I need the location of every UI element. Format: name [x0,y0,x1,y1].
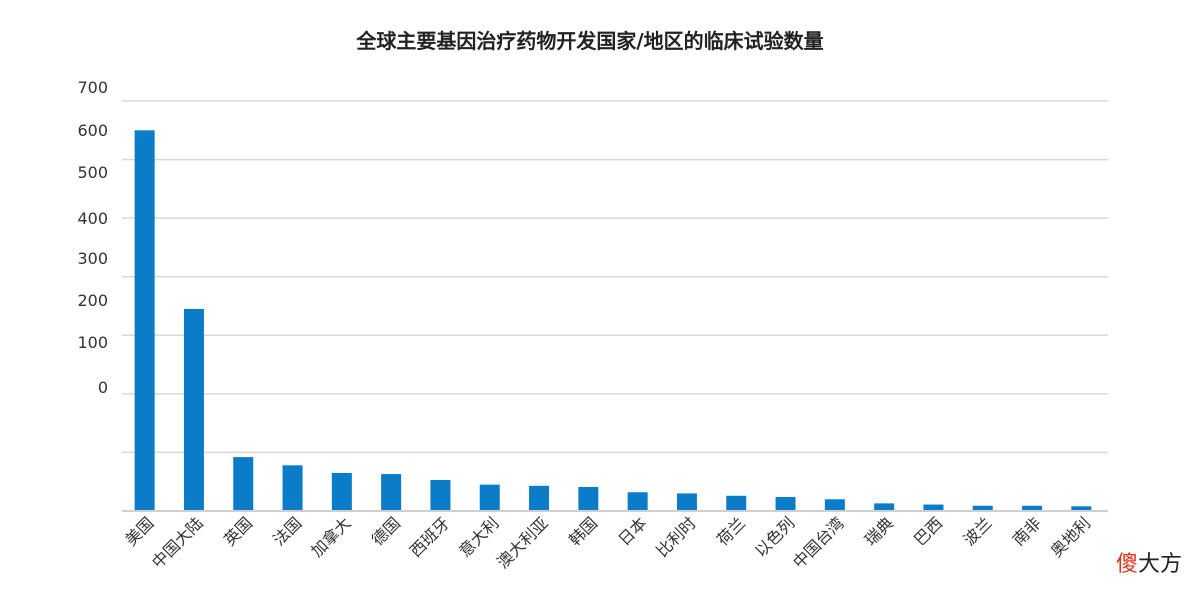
bar [233,457,254,511]
bar [282,465,303,511]
gridlines [122,100,1108,454]
x-tick-label: 日本 [614,513,650,549]
watermark-part1: 傻 [1115,552,1138,577]
y-tick-label: 400 [77,209,108,228]
x-tick-label: 波兰 [960,513,996,549]
x-tick-label: 韩国 [565,513,601,549]
bar [874,503,895,511]
bar [726,495,747,511]
bar [775,496,796,511]
x-tick-label: 奥地利 [1047,513,1094,560]
x-tick-label: 巴西 [910,513,946,549]
y-tick-label: 300 [77,249,108,268]
y-tick-label: 600 [77,121,108,140]
bar [183,308,204,511]
x-tick-label: 以色列 [751,513,798,560]
x-tick-label: 西班牙 [406,513,453,560]
bar [479,484,500,511]
x-tick-label: 英国 [220,513,256,549]
y-axis-ticks: 700 600 500 400 300 200 100 0 [77,78,108,397]
y-tick-label: 100 [77,333,108,352]
x-tick-label: 荷兰 [713,513,749,549]
x-tick-label: 德国 [368,513,404,549]
bar [381,474,402,511]
y-tick-label: 200 [77,291,108,310]
bars [134,130,1092,512]
bar [972,505,993,511]
watermark-part2: 大方 [1137,552,1182,577]
y-tick-label: 0 [98,378,108,397]
chart-title: 全球主要基因治疗药物开发国家/地区的临床试验数量 [355,29,823,53]
x-tick-label: 美国 [121,513,157,549]
x-tick-label: 瑞典 [861,513,897,549]
bar [430,479,451,511]
x-tick-label: 法国 [269,513,305,549]
bar [824,499,845,511]
bar [676,493,697,511]
x-tick-label: 澳大利亚 [493,513,552,572]
x-tick-label: 中国台湾 [789,513,848,572]
bar [1022,505,1043,511]
x-tick-label: 比利时 [652,513,699,560]
bar [627,492,648,511]
bar [578,486,599,511]
bar [331,472,352,511]
x-tick-label: 意大利 [455,513,502,560]
x-tick-label: 南非 [1009,513,1045,549]
x-tick-label: 加拿大 [307,513,354,560]
bar [529,485,550,511]
bar [134,130,155,512]
x-tick-label: 中国大陆 [148,513,207,572]
y-tick-label: 500 [77,163,108,182]
bar [923,504,944,511]
y-tick-label: 700 [77,78,108,97]
bar [1071,506,1092,511]
watermark-logo: 傻大方 [1116,546,1182,578]
